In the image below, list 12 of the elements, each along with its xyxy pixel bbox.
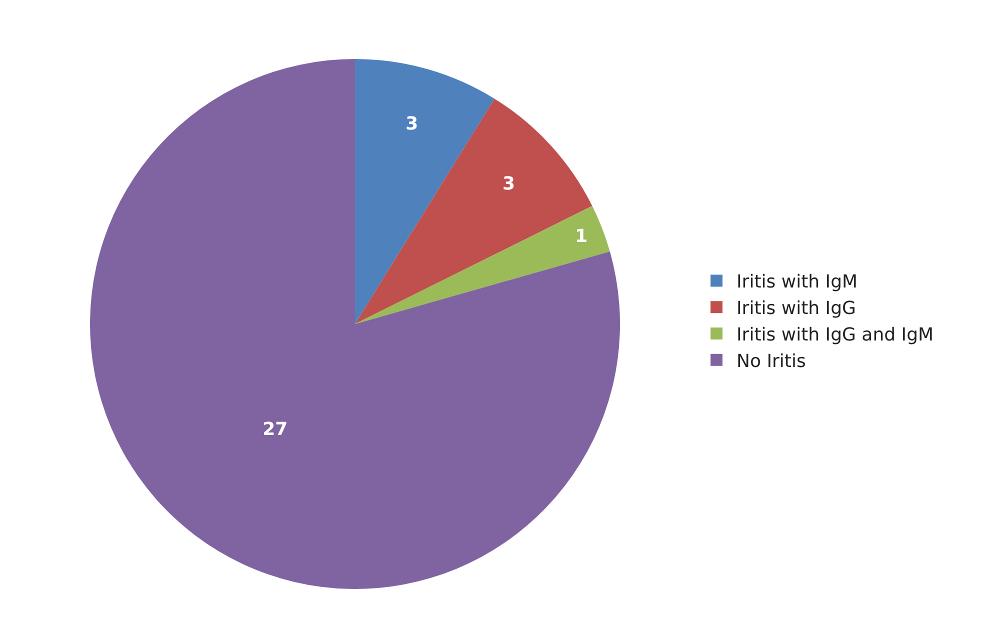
data-label: 3	[502, 173, 516, 194]
pie-slice	[355, 98, 592, 324]
pie-slice	[355, 206, 610, 324]
pie-slice	[355, 59, 495, 324]
legend-label: Iritis with IgG and IgM	[736, 324, 934, 346]
data-label: 27	[262, 419, 288, 440]
data-label: 1	[574, 226, 588, 247]
legend-label: Iritis with IgG	[736, 298, 856, 320]
data-label: 3	[406, 113, 418, 134]
legend-label: No Iritis	[736, 350, 806, 372]
pie-slice	[90, 59, 620, 589]
legend-label: Iritis with IgM	[736, 272, 858, 293]
